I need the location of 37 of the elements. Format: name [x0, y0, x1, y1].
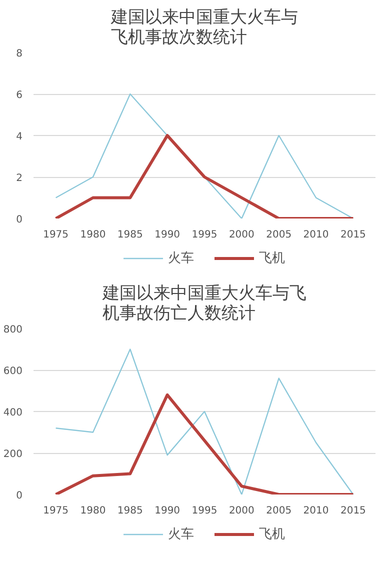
- line-series: [54, 134, 355, 218]
- legend-label: 飞机: [259, 250, 285, 267]
- legend-label: 飞机: [259, 526, 285, 543]
- y-tick-label: 0: [16, 490, 23, 502]
- chart-title: 建国以来中国重大火车与飞机事故伤亡人数统计: [102, 284, 306, 324]
- chart-title: 建国以来中国重大火车与飞机事故次数统计: [110, 8, 298, 48]
- x-tick-label: 2000: [228, 506, 254, 516]
- y-tick-label: 200: [3, 449, 23, 460]
- y-tick-label: 2: [16, 173, 23, 184]
- x-tick-label: 2015: [340, 506, 366, 516]
- x-tick-label: 2000: [228, 230, 254, 240]
- x-tick-label: 1985: [117, 230, 143, 240]
- x-tick-label: 1990: [154, 230, 180, 240]
- x-tick-label: 2010: [303, 506, 329, 516]
- y-tick-label: 8: [16, 48, 23, 60]
- y-tick-label: 600: [3, 366, 23, 377]
- legend-label: 火车: [168, 526, 194, 543]
- x-tick-label: 1985: [117, 506, 143, 516]
- x-tick-label: 1995: [192, 230, 218, 240]
- x-tick-label: 2010: [303, 230, 329, 240]
- x-tick-label: 2005: [266, 506, 292, 516]
- line-series: [55, 348, 354, 494]
- x-tick-label: 1975: [43, 506, 69, 516]
- y-tick-label: 0: [16, 214, 23, 226]
- y-tick-label: 6: [16, 90, 23, 101]
- x-tick-label: 1995: [192, 506, 218, 516]
- y-tick-label: 4: [16, 132, 23, 142]
- y-tick-label: 800: [3, 324, 23, 336]
- x-tick-label: 1980: [80, 506, 106, 516]
- x-tick-label: 2005: [266, 230, 292, 240]
- x-tick-label: 1980: [80, 230, 106, 240]
- legend-label: 火车: [168, 250, 194, 267]
- line-series: [54, 393, 355, 494]
- y-tick-label: 400: [3, 408, 23, 418]
- x-tick-label: 1975: [43, 230, 69, 240]
- x-tick-label: 1990: [154, 506, 180, 516]
- x-tick-label: 2015: [340, 230, 366, 240]
